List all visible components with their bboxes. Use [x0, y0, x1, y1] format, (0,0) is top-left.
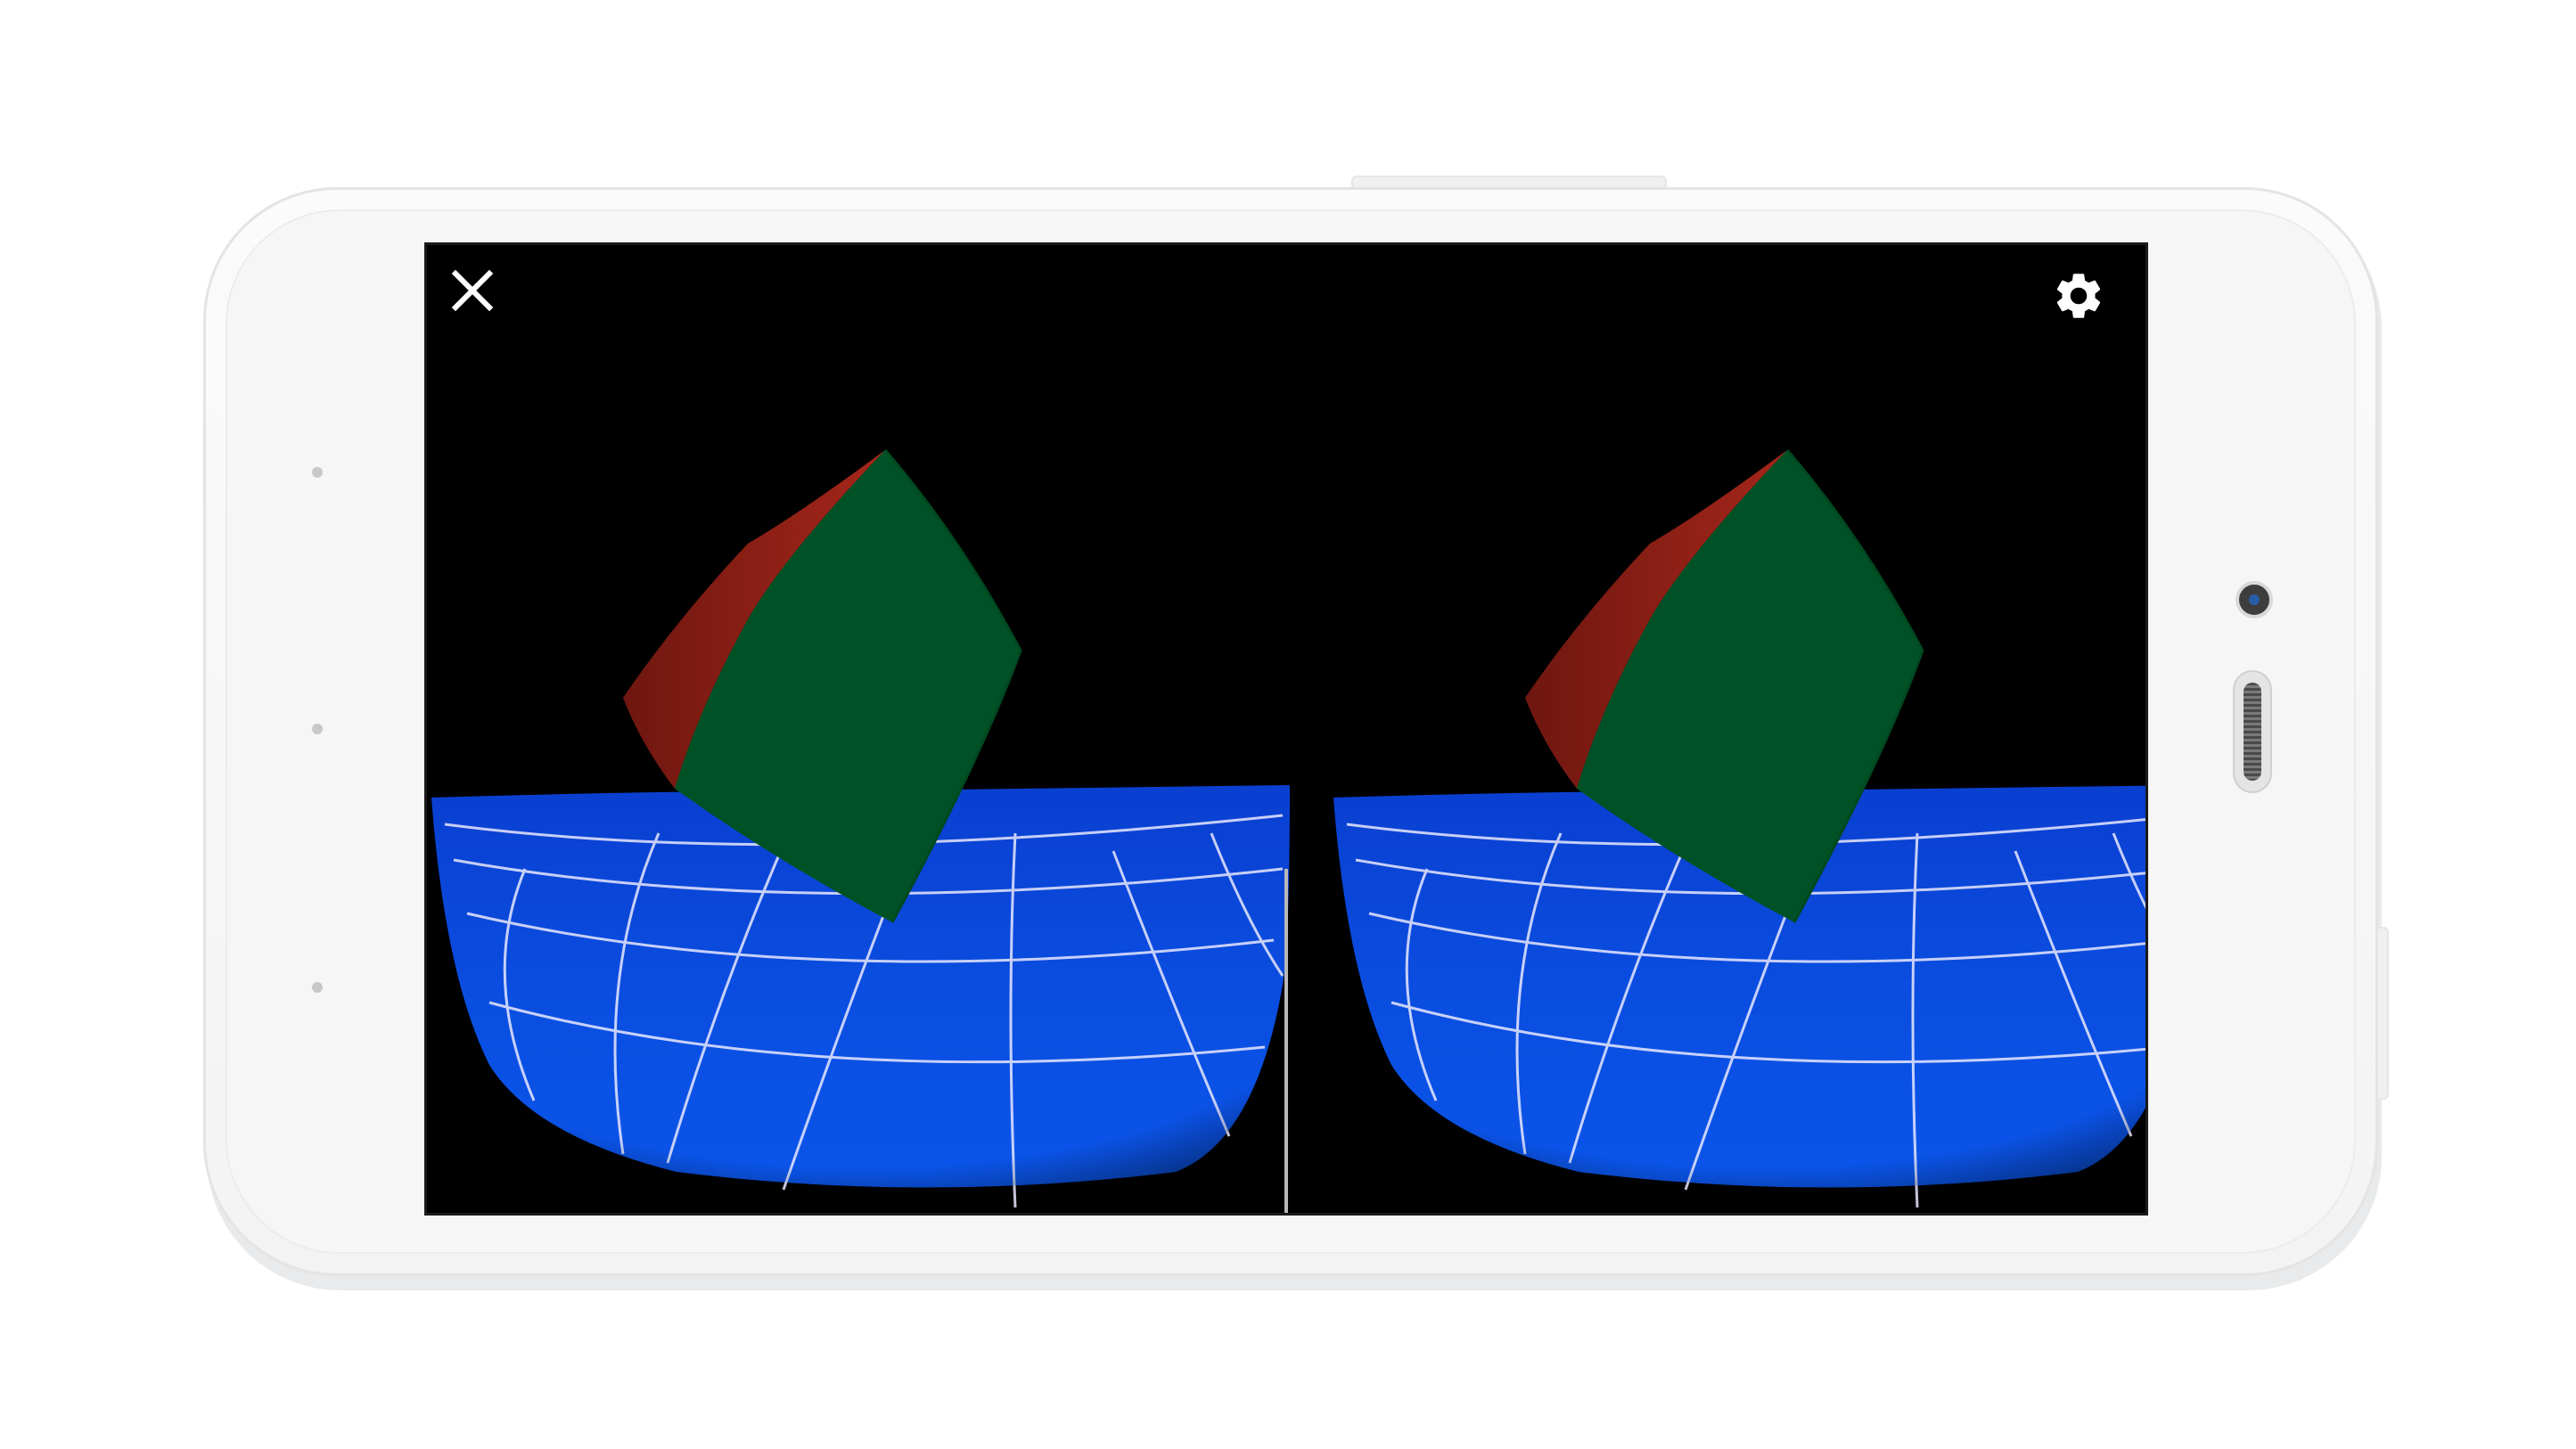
right-eye-view [1332, 448, 2145, 1209]
nav-dot-top [312, 467, 323, 478]
front-camera [2236, 581, 2273, 618]
settings-gear-icon [2056, 274, 2101, 318]
vr-screen[interactable] [424, 242, 2148, 1216]
settings-button[interactable] [2051, 268, 2122, 340]
earpiece-speaker [2233, 670, 2272, 793]
nav-dot-middle [312, 724, 323, 734]
nav-dot-bottom [312, 982, 323, 993]
left-eye-view [430, 448, 1292, 1209]
close-button[interactable] [450, 268, 521, 340]
close-icon [451, 269, 494, 312]
